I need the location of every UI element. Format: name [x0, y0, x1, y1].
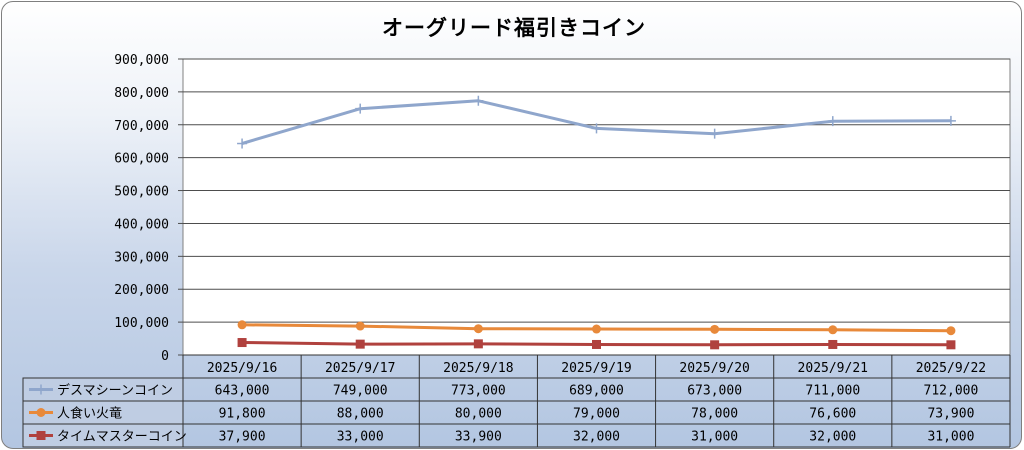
data-point [355, 321, 365, 331]
data-point [946, 326, 956, 336]
data-point [709, 128, 720, 139]
data-table-value: 76,600 [809, 407, 856, 422]
data-table-value: 73,900 [927, 407, 974, 422]
plot-area [182, 58, 1011, 356]
data-point [710, 324, 720, 334]
data-table-value: 33,900 [455, 430, 502, 445]
y-tick-label: 500,000 [114, 185, 169, 200]
data-point [710, 340, 720, 350]
legend-label: デスマシーンコイン [57, 383, 173, 399]
data-point [237, 338, 247, 348]
data-table-value: 78,000 [691, 407, 738, 422]
data-point [828, 339, 838, 349]
data-table-value: 711,000 [805, 384, 860, 399]
data-table-value: 773,000 [451, 384, 506, 399]
x-category-label: 2025/9/19 [561, 361, 631, 376]
data-point [827, 116, 838, 127]
y-tick-label: 0 [161, 349, 169, 364]
legend-key-marker [36, 408, 46, 417]
legend-key-marker [36, 431, 46, 440]
data-table-value: 689,000 [569, 384, 624, 399]
data-table-value: 643,000 [215, 384, 270, 399]
x-category-label: 2025/9/18 [443, 361, 513, 376]
data-point [355, 339, 365, 349]
legend-label: 人食い火竜 [57, 406, 122, 422]
data-point [945, 115, 956, 126]
y-tick-label: 700,000 [114, 119, 169, 134]
data-table-value: 91,800 [219, 407, 266, 422]
data-point [473, 324, 483, 334]
x-category-label: 2025/9/21 [798, 361, 868, 376]
y-tick-label: 200,000 [114, 283, 169, 298]
data-point [592, 324, 601, 334]
y-tick-label: 900,000 [114, 53, 169, 68]
data-table-value: 712,000 [924, 384, 979, 399]
data-point [592, 339, 601, 349]
data-point [946, 340, 956, 350]
chart-title: オーグリード福引きコイン [382, 16, 646, 40]
data-point [473, 95, 484, 106]
legend-label: タイムマスターコイン [57, 430, 187, 445]
data-table-value: 31,000 [927, 430, 974, 445]
x-category-label: 2025/9/22 [916, 361, 986, 376]
x-category-label: 2025/9/20 [679, 361, 749, 376]
data-point [237, 138, 248, 149]
data-table-value: 32,000 [573, 430, 620, 445]
data-table-value: 33,000 [337, 430, 384, 445]
data-point [473, 339, 483, 349]
data-table-value: 749,000 [333, 384, 388, 399]
data-table-value: 79,000 [573, 407, 620, 422]
x-category-label: 2025/9/16 [207, 361, 277, 376]
data-table-value: 37,900 [219, 430, 266, 445]
y-tick-label: 100,000 [114, 316, 169, 331]
y-tick-label: 800,000 [114, 86, 169, 101]
data-table-value: 80,000 [455, 407, 502, 422]
data-table-value: 673,000 [687, 384, 742, 399]
x-category-label: 2025/9/17 [325, 361, 395, 376]
data-point [237, 320, 247, 330]
y-tick-label: 400,000 [114, 217, 169, 232]
data-table-value: 88,000 [337, 407, 384, 422]
data-table-value: 31,000 [691, 430, 738, 445]
data-point [355, 103, 366, 114]
data-point [828, 325, 838, 335]
legend-key-marker [36, 384, 46, 395]
y-tick-label: 600,000 [114, 152, 169, 167]
y-tick-label: 300,000 [114, 250, 169, 265]
data-point [591, 123, 602, 134]
data-table-value: 32,000 [809, 430, 856, 445]
